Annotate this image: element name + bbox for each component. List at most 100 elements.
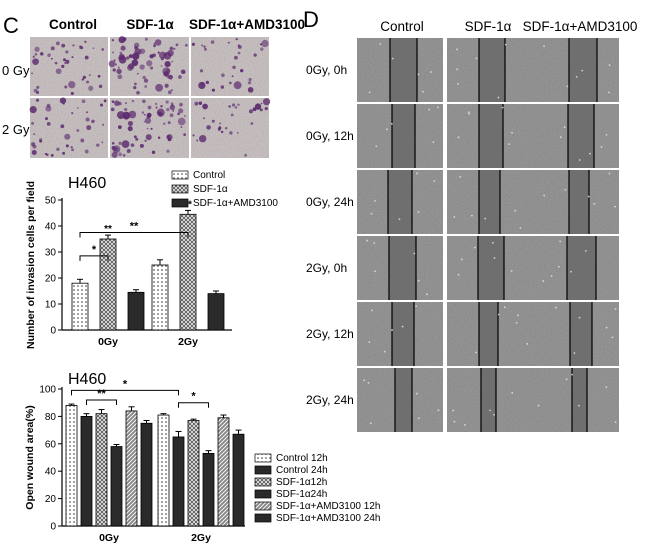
cell-speck — [593, 202, 596, 205]
cell-speck — [565, 378, 568, 381]
stained-cell — [260, 102, 263, 105]
stained-cell — [261, 39, 269, 48]
stained-cell — [145, 134, 152, 141]
stained-cell — [155, 102, 158, 105]
cell-speck — [608, 91, 611, 94]
stained-cell — [117, 74, 123, 80]
cell-speck — [491, 241, 494, 244]
cell-speck — [413, 252, 416, 255]
stained-cell — [253, 53, 257, 57]
chart-title: H460 — [68, 175, 106, 192]
cell-speck — [611, 336, 614, 339]
stained-cell — [225, 127, 228, 130]
cell-speck — [571, 373, 574, 376]
stained-cell — [45, 105, 52, 112]
wound-area-bar-chart: H460 Open wound area(%) 0 20 40 60 80 100 0Gy 2Gy… — [24, 371, 380, 544]
stained-cell — [236, 131, 239, 134]
stained-cell — [164, 60, 171, 68]
stained-cell — [144, 37, 148, 41]
stained-cell — [116, 68, 122, 75]
stained-cell — [32, 58, 39, 66]
stained-cell — [112, 51, 114, 54]
wound-gap — [395, 368, 412, 432]
wound-row-label: 2Gy, 24h — [306, 393, 354, 407]
stained-cell — [219, 122, 221, 125]
stained-cell — [110, 107, 115, 112]
wound-row-label: 0Gy, 24h — [306, 195, 354, 209]
wound-gap — [479, 302, 498, 366]
cell-speck — [415, 392, 418, 395]
bar — [127, 291, 145, 331]
wound-gap — [479, 38, 505, 102]
stained-cell — [98, 84, 103, 89]
stained-cell — [39, 139, 43, 143]
cell-speck — [373, 242, 376, 245]
significance-bracket — [178, 402, 209, 408]
cell-speck — [453, 420, 456, 423]
stained-cell — [33, 133, 36, 136]
stained-cell — [117, 125, 122, 130]
significance-bracket — [71, 389, 179, 396]
stained-cell — [191, 42, 195, 46]
stained-cell — [85, 117, 90, 122]
stained-cell — [64, 133, 71, 140]
stained-cell — [122, 153, 126, 157]
cell-speck — [587, 195, 590, 198]
stained-cell — [254, 103, 262, 110]
cell-speck — [563, 126, 566, 129]
cell-speck — [471, 214, 473, 217]
cell-speck — [452, 409, 455, 412]
cell-speck — [484, 217, 487, 220]
legend-label: SDF-1α24h — [276, 489, 327, 500]
cell-speck — [379, 43, 382, 45]
cell-speck — [430, 71, 432, 73]
micrograph-cell — [30, 37, 108, 96]
stained-cell — [126, 56, 130, 60]
stained-cell — [262, 98, 271, 106]
cell-speck — [578, 159, 581, 161]
cell-speck — [508, 143, 511, 146]
stained-cell — [150, 127, 153, 130]
wound-gap — [568, 104, 594, 168]
stained-cell — [175, 43, 179, 47]
legend-label: SDF-1α+AMD3100 24h — [276, 513, 380, 524]
invasion-bar-chart: H460 Number of invasion cells per field 0 1… — [25, 170, 278, 349]
stained-cell — [237, 51, 241, 55]
cell-speck — [517, 314, 519, 317]
cell-speck — [543, 194, 546, 197]
cell-speck — [584, 249, 587, 252]
stained-cell — [152, 53, 156, 58]
stained-cell — [260, 47, 264, 51]
cell-speck — [385, 128, 388, 131]
stained-cell — [61, 43, 66, 48]
stained-cell — [34, 52, 38, 56]
cell-speck — [578, 316, 581, 319]
wound-gap — [569, 170, 589, 234]
stained-cell — [40, 52, 44, 56]
wound-image-cell — [447, 38, 533, 102]
stained-cell — [119, 115, 122, 118]
stained-cell — [158, 51, 167, 59]
cell-speck — [503, 306, 506, 309]
cell-speck — [497, 313, 500, 316]
stained-cell — [71, 148, 74, 152]
cell-speck — [519, 226, 522, 229]
cell-speck — [608, 64, 611, 67]
bar — [232, 433, 245, 527]
stained-cell — [150, 66, 154, 70]
cell-speck — [363, 379, 366, 382]
stained-cell — [128, 110, 137, 119]
cell-speck — [566, 85, 569, 88]
cell-speck — [514, 209, 517, 212]
stained-cell — [114, 63, 117, 66]
stained-cell — [167, 121, 171, 125]
stained-cell — [247, 87, 254, 93]
legend-swatch — [171, 184, 189, 194]
stained-cell — [141, 111, 145, 114]
invasion-micrograph-grid — [29, 36, 271, 158]
stained-cell — [112, 145, 121, 154]
wound-image-cell — [447, 170, 533, 234]
stained-cell — [178, 108, 184, 114]
cell-speck — [417, 417, 420, 420]
cell-speck — [401, 325, 404, 328]
